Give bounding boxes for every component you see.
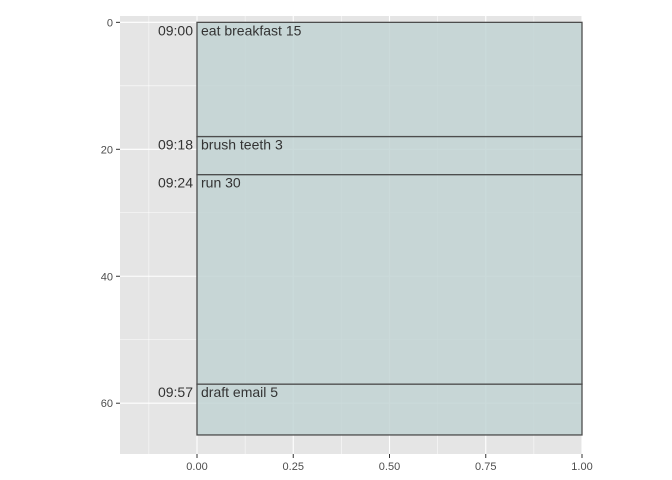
event-bar — [196, 383, 583, 436]
event-bars — [196, 21, 583, 436]
event-time-label: 09:00 — [158, 22, 193, 38]
x-axis-tick-label: 1.00 — [571, 461, 592, 473]
event-bar — [196, 21, 583, 138]
event-bar — [196, 174, 583, 385]
event-name-label: brush teeth 3 — [201, 137, 283, 153]
axes: 0.00 0.25 0.50 0.75 1.00 0 20 40 60 — [101, 17, 593, 473]
event-name-label: run 30 — [201, 175, 241, 191]
y-axis-tick-label: 0 — [107, 17, 113, 29]
y-axis-tick-label: 40 — [101, 271, 113, 283]
x-axis-tick-label: 0.00 — [186, 461, 207, 473]
event-labels: 09:00 eat breakfast 15 09:18 brush teeth 3 0… — [158, 22, 302, 400]
y-axis-tick-label: 60 — [101, 398, 113, 410]
event-name-label: eat breakfast 15 — [201, 22, 302, 38]
event-time-label: 09:57 — [158, 384, 193, 400]
event-bar — [196, 135, 583, 176]
event-time-label: 09:18 — [158, 137, 193, 153]
y-axis-tick-label: 20 — [101, 144, 113, 156]
x-axis-tick-label: 0.25 — [283, 461, 304, 473]
x-axis-tick-label: 0.50 — [379, 461, 400, 473]
event-time-label: 09:24 — [158, 175, 193, 191]
x-axis-tick-label: 0.75 — [475, 461, 496, 473]
event-name-label: draft email 5 — [201, 384, 278, 400]
